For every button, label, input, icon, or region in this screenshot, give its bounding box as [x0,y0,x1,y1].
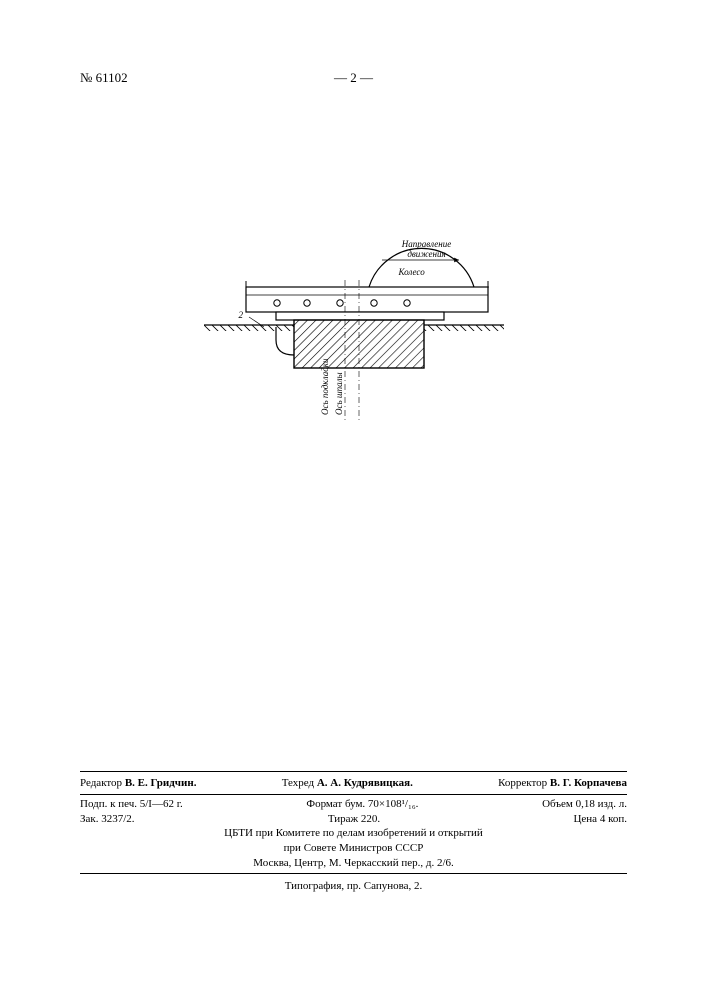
editor-name: В. Е. Гридчин. [125,777,197,789]
document-number: № 61102 [80,70,128,86]
pub-address: Москва, Центр, М. Черкасский пер., д. 2/… [80,856,627,871]
pub-volume: Объем 0,18 изд. л. [542,797,627,812]
callout-2: 2 [239,310,244,320]
technical-diagram: Направление движения Колесо 2 Ось подкла… [204,245,504,435]
pub-org2: при Совете Министров СССР [80,841,627,856]
pub-date: Подп. к печ. 5/I—62 г. [80,797,183,812]
divider [80,771,627,772]
pub-price: Цена 4 коп. [573,812,627,827]
pub-format: Формат бум. 70×108¹/₁₆. [183,797,542,812]
page-number: — 2 — [334,70,373,86]
axis-label-1: Ось подкладки [320,359,330,415]
techred: Техред А. А. Кудрявицкая. [282,777,413,789]
wheel-label: Колесо [399,267,425,277]
pub-org1: ЦБТИ при Комитете по делам изобретений и… [80,826,627,841]
corrector: Корректор В. Г. Корпачева [498,777,627,789]
editor: Редактор В. Е. Гридчин. [80,777,196,789]
footer-block: Редактор В. Е. Гридчин. Техред А. А. Куд… [80,769,627,892]
corrector-label: Корректор [498,777,547,789]
techred-name: А. А. Кудрявицкая. [317,777,413,789]
editor-label: Редактор [80,777,122,789]
typography-line: Типография, пр. Сапунова, 2. [80,880,627,892]
rail-plate [246,287,488,312]
axis-label-2: Ось шпалы [334,372,344,415]
divider [80,794,627,795]
credits-row: Редактор В. Е. Гридчин. Техред А. А. Куд… [80,774,627,792]
corrector-name: В. Г. Корпачева [550,777,627,789]
publication-info: Подп. к печ. 5/I—62 г. Формат бум. 70×10… [80,797,627,871]
techred-label: Техред [282,777,314,789]
direction-label: Направление движения [382,239,472,259]
divider [80,873,627,874]
diagram-svg [204,245,504,435]
pub-order: Зак. 3237/2. [80,812,135,827]
pub-tirage: Тираж 220. [135,812,574,827]
